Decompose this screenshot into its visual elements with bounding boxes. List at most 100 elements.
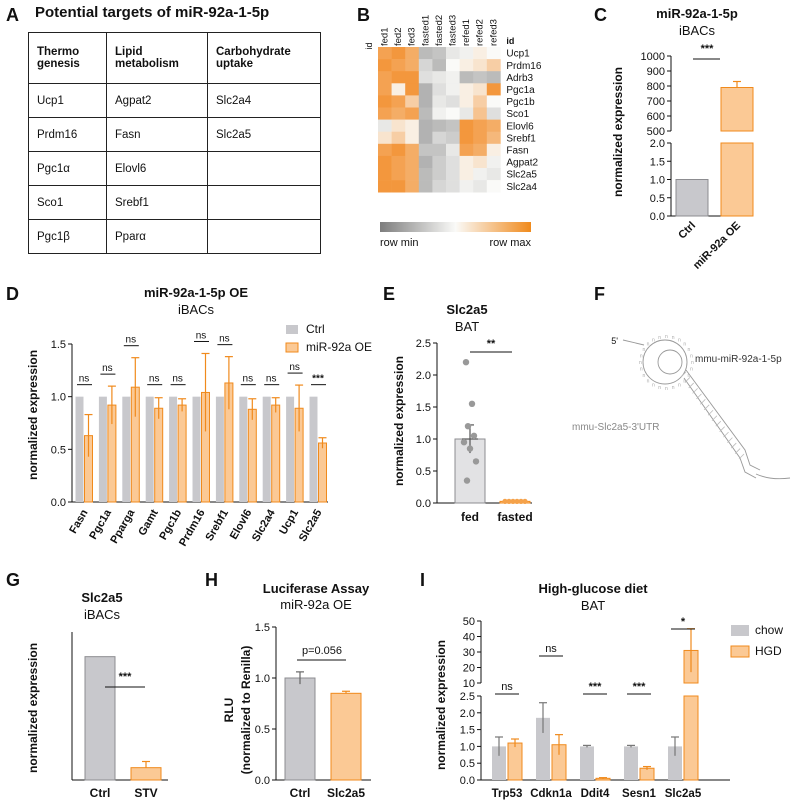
bar-ctrl (284, 677, 316, 781)
significance-label: ns (172, 374, 183, 385)
data-point (464, 423, 472, 430)
y-tick-label: 1.0 (255, 673, 270, 685)
x-tick-label: Fasn (67, 507, 90, 535)
heatmap-cell (446, 71, 460, 84)
mirna-label: mmu-miR-92a-1-5p (695, 354, 782, 365)
y-tick-label: 1.0 (51, 392, 66, 404)
heatmap-cell (391, 71, 406, 84)
heatmap-column-label: refed2 (475, 19, 486, 46)
heatmap-cell (418, 71, 433, 84)
y-tick-label: 0.0 (460, 775, 475, 787)
significance-label: ns (102, 363, 113, 374)
bar-chow (580, 746, 594, 780)
heatmap-cell (378, 83, 392, 96)
heatmap-cell (473, 168, 488, 181)
bar-ctrl (309, 396, 318, 502)
x-tick-label: Sesn1 (622, 788, 656, 800)
y-axis-label: normalized expression (26, 350, 40, 480)
y-tick-label: 900 (647, 66, 665, 78)
heatmap-cell (459, 95, 474, 108)
legend-label: chow (755, 623, 783, 637)
rna-base: n (639, 360, 642, 366)
heatmap-cell (432, 59, 447, 72)
rna-base: n (665, 334, 668, 340)
heatmap-cell (391, 168, 406, 181)
rna-base: n (690, 367, 693, 373)
heatmap-column-label: fed3 (407, 28, 418, 47)
heatmap-cell (486, 180, 501, 193)
y-tick-label: 0.5 (650, 193, 665, 205)
heatmap-cell (446, 155, 460, 169)
rna-base: n (688, 347, 691, 353)
legend-label: HGD (755, 644, 782, 658)
heatmap-cell (473, 131, 488, 145)
y-tick-label: 1.0 (416, 434, 431, 446)
rna-base: n (640, 353, 643, 359)
heatmap-row-label: Prdm16 (506, 61, 541, 72)
heatmap-legend-min: row min (380, 237, 419, 249)
heatmap-row-label: Pgc1a (506, 85, 535, 96)
heatmap-cell (473, 59, 488, 72)
heatmap-cell (418, 119, 433, 132)
heatmap-cell (486, 168, 501, 181)
heatmap-cell (459, 47, 474, 60)
data-point (470, 432, 478, 439)
table-cell: Pgc1β (28, 219, 107, 254)
rna-strand (622, 339, 645, 346)
table-header-row: Thermo genesis Lipid metabolism Carbohyd… (28, 32, 321, 84)
y-tick-label: 0.0 (416, 498, 431, 510)
bar-ctrl (262, 396, 271, 502)
heatmap-cell (432, 95, 447, 108)
heatmap-cell (486, 59, 501, 72)
significance-label: *** (633, 681, 647, 693)
y-tick-label: 0.5 (255, 724, 270, 736)
panel-label: H (205, 570, 218, 590)
heatmap-id-label: id (506, 36, 514, 46)
heatmap-column-label: refed1 (461, 19, 472, 46)
chart-title: High-glucose diet (538, 581, 648, 596)
x-tick-label: Pparga (108, 507, 137, 546)
heatmap-column-label: fasted3 (448, 15, 459, 46)
y-tick-label: 0.5 (416, 466, 431, 478)
rna-base: n (642, 373, 645, 379)
heatmap-id-label: id (364, 42, 374, 49)
heatmap-column-label: fasted1 (420, 15, 431, 46)
heatmap-row-label: Slc2a4 (506, 182, 537, 193)
heatmap-cell (432, 107, 447, 120)
rna-base: n (652, 383, 655, 389)
rna-base: n (690, 353, 693, 359)
table-cell: Elovl6 (106, 151, 208, 186)
chart-subtitle: iBACs (84, 607, 121, 622)
table-header: Thermo genesis (28, 32, 107, 84)
heatmap-cell (405, 71, 420, 84)
x-tick-label: Ctrl (90, 786, 111, 800)
y-tick-label: 1.5 (460, 725, 475, 737)
heatmap-column-label: fasted2 (434, 15, 445, 46)
heatmap-cell (446, 95, 460, 108)
rna-base-pair (707, 409, 714, 416)
y-axis-label: normalized expression (434, 640, 448, 770)
significance-label: ns (126, 335, 137, 346)
heatmap-cell (473, 107, 488, 120)
heatmap-column-label: fed1 (380, 28, 391, 47)
legend-swatch-hgd (730, 645, 750, 658)
rna-base: n (688, 373, 691, 379)
heatmap-cell (378, 180, 392, 193)
rna-base: n (683, 342, 686, 348)
x-tick-label: Ucp1 (277, 508, 301, 537)
heatmap-cell (391, 143, 406, 157)
rna-base-pair (719, 426, 725, 432)
heatmap-cell (405, 180, 420, 193)
significance-label: *** (589, 681, 603, 693)
heatmap-cell (473, 47, 488, 60)
heatmap-cell (459, 83, 474, 96)
heatmap-row-label: Adrb3 (506, 73, 533, 84)
rna-strand (683, 369, 761, 479)
heatmap-cell (473, 155, 488, 169)
heatmap-cell (459, 71, 474, 84)
heatmap-cell (432, 180, 447, 193)
x-tick-label: Slc2a5 (665, 788, 702, 800)
rna-loop (642, 339, 688, 385)
y-tick-label: 0.5 (51, 444, 66, 456)
